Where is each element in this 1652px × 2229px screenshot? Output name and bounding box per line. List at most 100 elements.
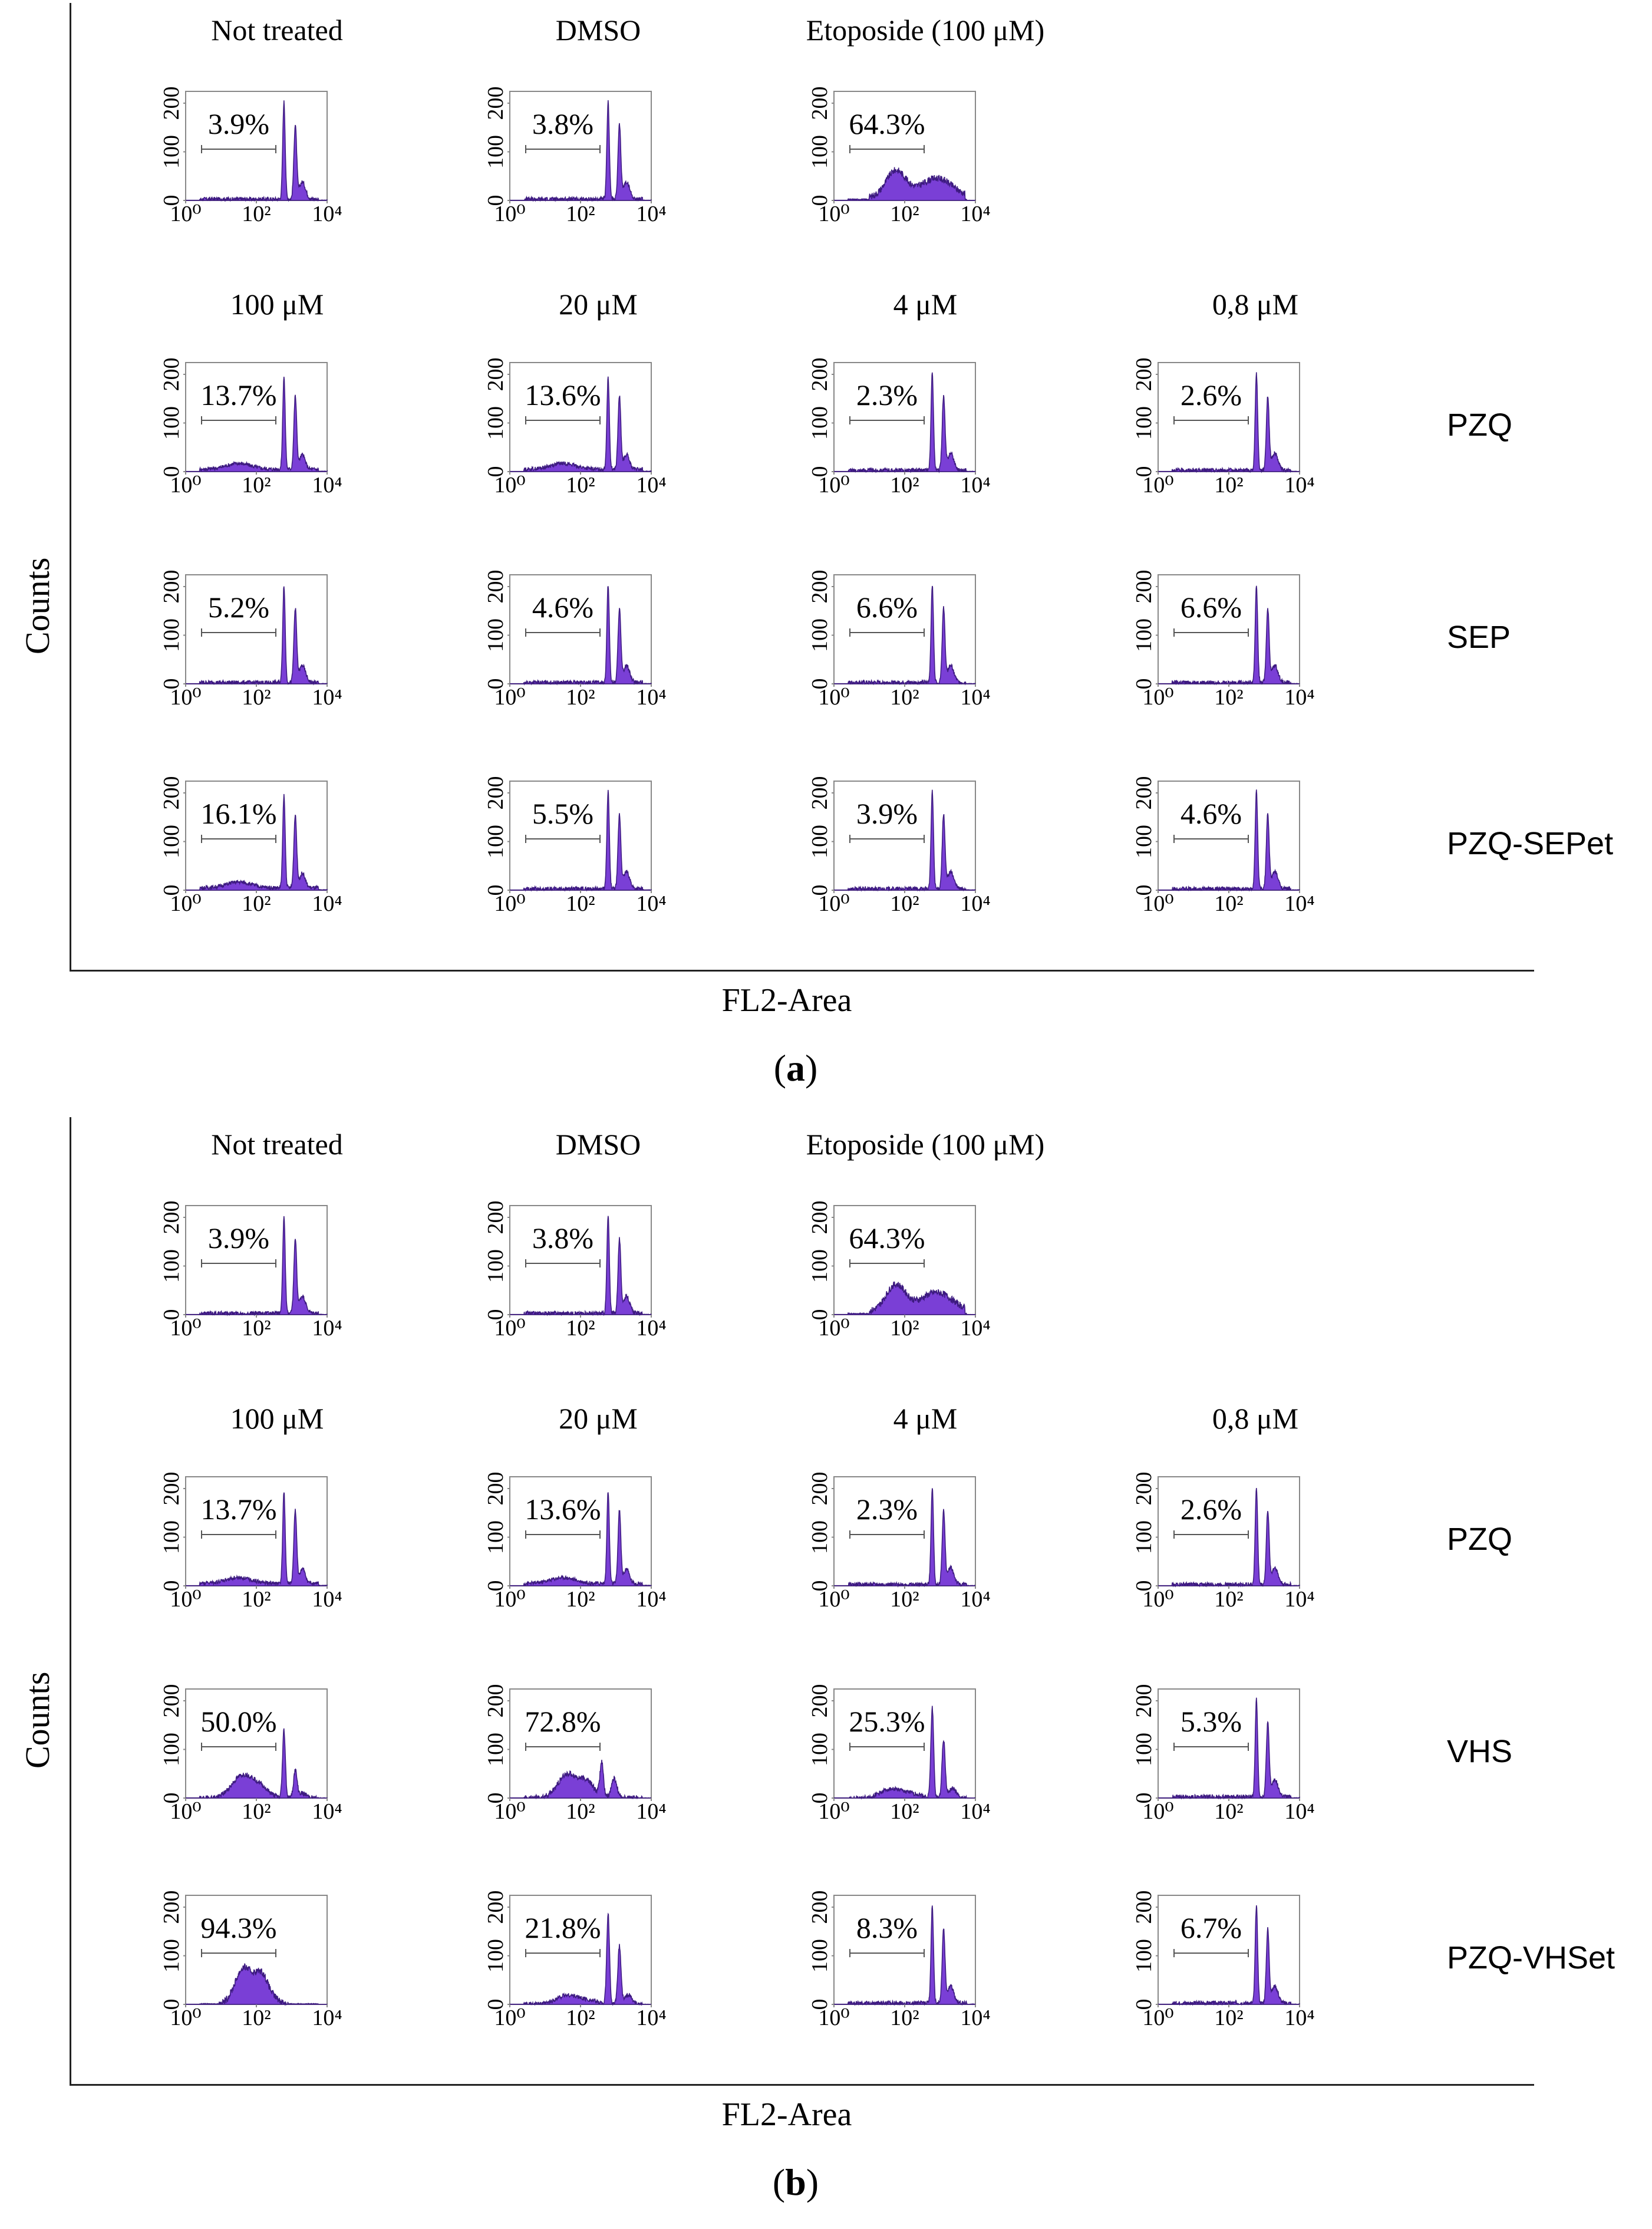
- y-tick-label: 0: [1132, 1999, 1156, 2010]
- y-tick-label: 100: [807, 1733, 832, 1766]
- x-tick-label: 10⁰: [494, 685, 525, 710]
- x-tick-label: 10⁰: [170, 2006, 201, 2030]
- x-tick-label: 10⁰: [818, 1316, 849, 1341]
- gate-percent-label: 16.1%: [200, 797, 276, 830]
- histogram-panel: 72.8% 0 100 200 10⁰ 10² 10⁴: [483, 1684, 667, 1825]
- x-tick-label: 10⁴: [1284, 473, 1314, 498]
- x-tick-label: 10⁰: [170, 1316, 201, 1341]
- gate-percent-label: 3.9%: [208, 1221, 269, 1255]
- y-tick-label: 0: [807, 466, 832, 478]
- x-tick-label: 10⁴: [636, 685, 666, 710]
- x-tick-label: 10⁴: [960, 685, 990, 710]
- axis-frame-bottom: [70, 2084, 1534, 2086]
- x-tick-label: 10²: [890, 202, 919, 226]
- x-tick-label: 10⁴: [312, 473, 342, 498]
- histogram-fill: [833, 167, 976, 201]
- x-axis-label: FL2-Area: [721, 982, 852, 1019]
- x-tick-label: 10⁰: [494, 473, 525, 498]
- gate-marker: [201, 835, 276, 843]
- histogram-fill: [185, 1216, 328, 1316]
- concentration-label: 0,8 μM: [1212, 288, 1299, 321]
- y-tick-label: 0: [159, 195, 184, 206]
- gate-marker: [849, 1530, 925, 1539]
- gate-percent-label: 72.8%: [525, 1705, 601, 1738]
- y-tick-label: 100: [159, 1520, 184, 1554]
- x-tick-label: 10⁴: [636, 473, 666, 498]
- histogram-panel: 21.8% 0 100 200 10⁰ 10² 10⁴: [483, 1891, 667, 2031]
- gate-percent-label: 13.7%: [200, 1493, 276, 1526]
- x-tick-label: 10⁰: [494, 1799, 525, 1824]
- x-tick-label: 10⁴: [312, 202, 342, 226]
- row-label: SEP: [1447, 620, 1511, 655]
- gate-marker: [525, 1949, 601, 1957]
- gate-percent-label: 4.6%: [1181, 797, 1242, 830]
- x-tick-label: 10⁴: [960, 202, 990, 226]
- y-tick-label: 200: [1132, 358, 1156, 391]
- gate-percent-label: 8.3%: [856, 1911, 918, 1944]
- y-tick-label: 200: [807, 776, 832, 810]
- histogram-fill: [1158, 1488, 1300, 1588]
- gate-marker: [849, 145, 925, 153]
- y-tick-label: 100: [807, 1520, 832, 1554]
- histogram-fill: [833, 1905, 976, 2006]
- y-tick-label: 200: [1132, 1472, 1156, 1506]
- x-tick-label: 10²: [890, 891, 919, 916]
- x-tick-label: 10⁰: [494, 2006, 525, 2030]
- gate-marker: [525, 1530, 601, 1539]
- y-tick-label: 100: [159, 1733, 184, 1766]
- x-tick-label: 10²: [566, 473, 595, 498]
- x-tick-label: 10⁰: [818, 1587, 849, 1612]
- histogram-panel: 13.7% 0 100 200 10⁰ 10² 10⁴: [159, 358, 342, 498]
- x-tick-label: 10⁰: [494, 1587, 525, 1612]
- y-tick-label: 200: [159, 1201, 184, 1234]
- y-tick-label: 0: [483, 1309, 508, 1321]
- x-tick-label: 10⁴: [1284, 1587, 1314, 1612]
- y-tick-label: 200: [807, 570, 832, 604]
- y-tick-label: 100: [483, 406, 508, 440]
- x-tick-label: 10²: [566, 1587, 595, 1612]
- x-tick-label: 10²: [566, 1799, 595, 1824]
- x-tick-label: 10⁴: [312, 1316, 342, 1341]
- histogram-panel: 16.1% 0 100 200 10⁰ 10² 10⁴: [159, 776, 342, 917]
- row-label: VHS: [1447, 1734, 1513, 1769]
- x-tick-label: 10⁴: [312, 685, 342, 710]
- x-tick-label: 10²: [1214, 2006, 1243, 2030]
- x-tick-label: 10⁴: [960, 473, 990, 498]
- column-label: Not treated: [211, 14, 343, 47]
- gate-percent-label: 3.9%: [856, 797, 918, 830]
- y-axis-label: Counts: [18, 557, 57, 654]
- y-tick-label: 100: [159, 618, 184, 652]
- gate-percent-label: 21.8%: [525, 1911, 601, 1944]
- y-tick-label: 200: [483, 1201, 508, 1234]
- histogram-panel: 6.6% 0 100 200 10⁰ 10² 10⁴: [807, 570, 991, 710]
- histogram-panel: 2.6% 0 100 200 10⁰ 10² 10⁴: [1132, 1472, 1315, 1612]
- histogram-fill: [185, 377, 328, 472]
- x-tick-label: 10⁴: [1284, 891, 1314, 916]
- concentration-label: 20 μM: [559, 1402, 638, 1435]
- column-label: DMSO: [555, 1128, 641, 1161]
- x-tick-label: 10⁴: [1284, 2006, 1314, 2030]
- y-tick-label: 0: [159, 885, 184, 896]
- histogram-panel: 4.6% 0 100 200 10⁰ 10² 10⁴: [483, 570, 667, 710]
- panel-caption: (b): [772, 2161, 819, 2203]
- gate-marker: [1173, 628, 1249, 637]
- y-tick-label: 200: [483, 1891, 508, 1924]
- y-tick-label: 100: [483, 825, 508, 858]
- gate-percent-label: 25.3%: [849, 1705, 925, 1738]
- x-axis-label: FL2-Area: [721, 2096, 852, 2133]
- x-tick-label: 10⁴: [960, 891, 990, 916]
- gate-marker: [201, 1259, 276, 1267]
- gate-percent-label: 13.6%: [525, 1493, 601, 1526]
- row-label: PZQ-SEPet: [1447, 826, 1614, 861]
- y-tick-label: 200: [159, 570, 184, 604]
- x-tick-label: 10⁰: [1142, 1799, 1173, 1824]
- x-tick-label: 10⁰: [818, 202, 849, 226]
- histogram-panel: 8.3% 0 100 200 10⁰ 10² 10⁴: [807, 1891, 991, 2031]
- y-tick-label: 200: [483, 1472, 508, 1506]
- gate-marker: [201, 1743, 276, 1751]
- caption-letter: b: [785, 2161, 806, 2203]
- histogram-fill: [185, 1728, 328, 1800]
- histogram-panel: 6.7% 0 100 200 10⁰ 10² 10⁴: [1132, 1891, 1315, 2031]
- histogram-fill: [833, 1706, 976, 1800]
- figure-panel-b: Counts FL2-Area (b) Not treated DMSO Etoposid…: [0, 1114, 1652, 2228]
